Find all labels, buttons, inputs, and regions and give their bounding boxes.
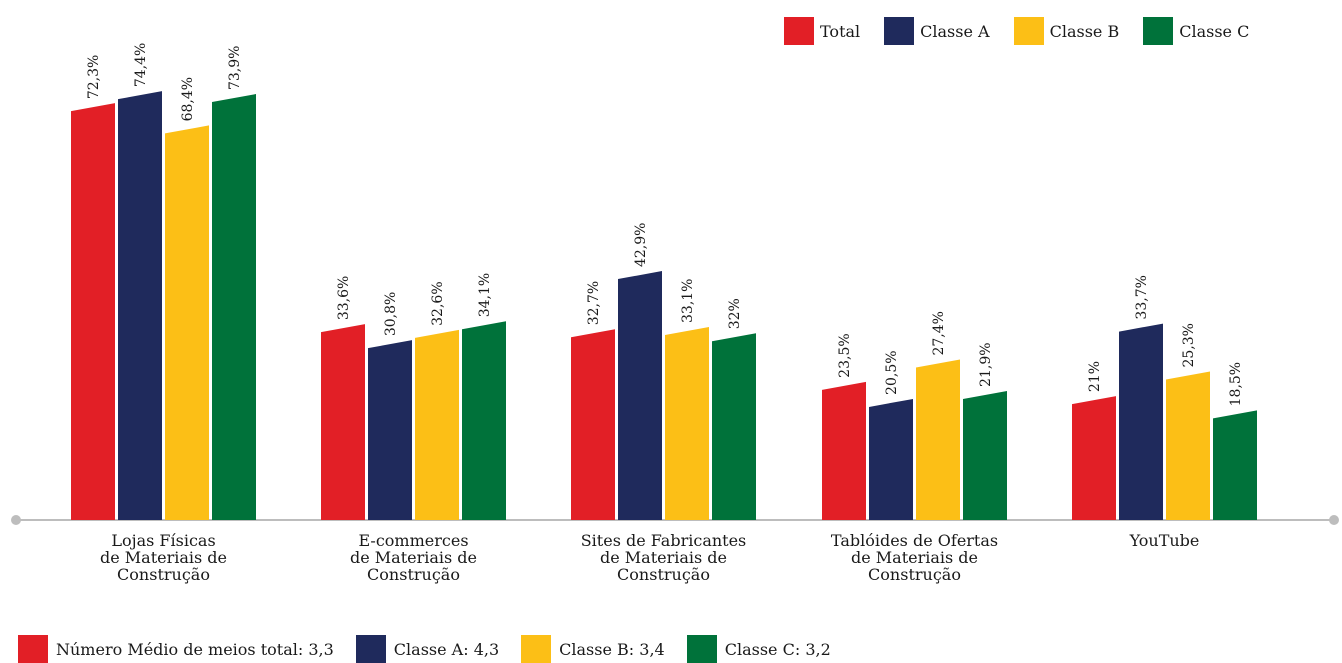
category-label: YouTube	[1129, 531, 1200, 550]
bar	[571, 329, 615, 520]
bar	[118, 91, 162, 521]
category-label: Construção	[117, 565, 210, 584]
bar	[618, 271, 662, 520]
data-label: 32,7%	[586, 281, 602, 325]
bar	[1213, 410, 1257, 520]
data-label: 33,1%	[680, 279, 696, 323]
bar	[1119, 323, 1163, 520]
footer-label-total: Número Médio de meios total: 3,3	[56, 639, 334, 659]
category-label: de Materiais de	[851, 548, 978, 567]
footer-item-classe-b: Classe B: 3,4	[521, 635, 665, 663]
footer-item-classe-a: Classe A: 4,3	[355, 635, 500, 663]
axis-end-dot-left	[11, 515, 21, 525]
data-label: 32,6%	[430, 281, 446, 325]
data-label: 18,5%	[1228, 362, 1244, 406]
legend-swatch-total	[784, 17, 814, 45]
bar	[1072, 396, 1116, 520]
data-label: 23,5%	[837, 333, 853, 377]
axis-end-dot-right	[1329, 515, 1339, 525]
data-label: 27,4%	[931, 311, 947, 355]
data-label: 34,1%	[477, 273, 493, 317]
footer-swatch-classe-b	[521, 635, 552, 663]
bar	[71, 103, 115, 521]
data-label: 20,5%	[884, 350, 900, 394]
data-label: 32%	[727, 298, 743, 329]
footer-item-total: Número Médio de meios total: 3,3	[18, 635, 334, 663]
data-label: 72,3%	[86, 55, 102, 99]
bar	[368, 340, 412, 520]
bar	[212, 94, 256, 520]
category-label: de Materiais de	[100, 548, 227, 567]
data-label: 73,9%	[227, 46, 243, 90]
average-media-footer: Número Médio de meios total: 3,3 Classe …	[18, 635, 853, 663]
bar	[462, 321, 506, 520]
data-label: 74,4%	[133, 43, 149, 87]
bar	[712, 333, 756, 520]
bar	[165, 125, 209, 520]
footer-label-classe-b: Classe B: 3,4	[559, 639, 665, 659]
data-label: 33,7%	[1134, 275, 1150, 319]
data-label: 42,9%	[633, 223, 649, 267]
footer-item-classe-c: Classe C: 3,2	[686, 635, 831, 663]
category-label: Construção	[617, 565, 710, 584]
category-label: Tablóides de Ofertas	[831, 531, 998, 550]
bar	[665, 326, 709, 520]
data-label: 33,6%	[336, 276, 352, 320]
bar	[321, 324, 365, 520]
footer-swatch-classe-a	[355, 635, 386, 663]
legend-swatch-classe-b	[1013, 17, 1044, 45]
category-label: de Materiais de	[350, 548, 477, 567]
legend-label-classe-c: Classe C	[1179, 21, 1250, 41]
data-label: 21%	[1087, 361, 1103, 392]
legend-label-classe-b: Classe B	[1049, 21, 1120, 41]
legend-item-classe-b: Classe B	[1013, 17, 1120, 45]
bar	[822, 381, 866, 520]
footer-label-classe-c: Classe C: 3,2	[724, 639, 831, 659]
bar	[916, 359, 960, 520]
category-label: Sites de Fabricantes	[581, 531, 747, 550]
category-label: Construção	[868, 565, 961, 584]
legend-item-classe-c: Classe C	[1143, 17, 1249, 45]
category-label: E-commerces	[358, 531, 468, 550]
footer-label-classe-a: Classe A: 4,3	[393, 639, 500, 659]
bar	[415, 329, 459, 520]
data-label: 25,3%	[1181, 323, 1197, 367]
legend-item-total: Total	[784, 17, 860, 45]
category-label: Construção	[367, 565, 460, 584]
category-label: Lojas Físicas	[111, 531, 215, 550]
bar	[1166, 371, 1210, 520]
footer-swatch-classe-c	[686, 635, 717, 663]
chart-legend: Total Classe A Classe B Classe C	[784, 17, 1249, 45]
data-label: 30,8%	[383, 292, 399, 336]
data-label: 68,4%	[180, 77, 196, 121]
bar	[869, 398, 913, 520]
footer-swatch-total	[18, 635, 48, 663]
legend-label-classe-a: Classe A	[920, 21, 990, 41]
legend-swatch-classe-a	[884, 17, 915, 45]
bar	[963, 390, 1007, 520]
legend-swatch-classe-c	[1143, 17, 1174, 45]
data-label: 21,9%	[978, 342, 994, 386]
category-label: de Materiais de	[600, 548, 727, 567]
legend-label-total: Total	[820, 21, 861, 41]
legend-item-classe-a: Classe A	[884, 17, 990, 45]
